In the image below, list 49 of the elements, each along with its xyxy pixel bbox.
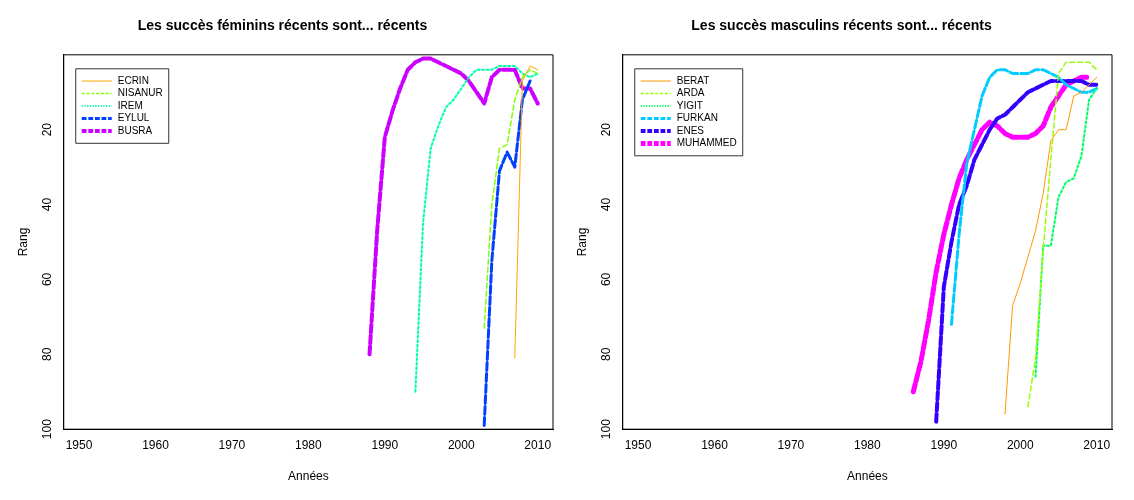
line-series [414,65,539,393]
legend-label: ECRIN [117,74,149,86]
y-tick-label: 100 [40,418,55,440]
legend-label: EYLUL [117,112,150,124]
x-tick-label: 2000 [447,437,475,452]
x-tick-label: 2010 [524,437,552,452]
chart-title: Les succès féminins récents sont... récents [137,17,428,34]
line-series [934,79,1099,424]
legend-label: BUSRA [117,124,153,136]
y-tick-label: 60 [599,272,614,287]
x-tick-label: 1950 [624,437,652,452]
y-tick-label: 80 [599,347,614,361]
line-series [482,79,532,427]
y-tick-label: 40 [40,197,55,212]
legend-label: NISANUR [117,87,163,99]
x-tick-label: 1960 [142,437,170,452]
x-tick-label: 1980 [854,437,882,452]
x-axis-title: Années [847,469,888,484]
y-axis-title: Rang [574,227,589,257]
chart-title: Les succès masculins récents sont... récents [691,17,992,34]
legend-label: ENES [676,124,705,136]
line-series [949,68,1099,326]
y-tick-label: 40 [599,197,614,212]
legend-label: BERAT [676,74,710,86]
y-tick-label: 20 [40,122,55,137]
legend-label: IREM [117,99,143,111]
line-series [483,69,539,329]
x-tick-label: 1980 [295,437,323,452]
y-tick-label: 100 [599,418,614,440]
x-tick-label: 1990 [930,437,958,452]
line-series [367,56,540,357]
y-tick-label: 20 [599,122,614,137]
y-tick-label: 60 [40,272,55,287]
x-tick-label: 1970 [218,437,246,452]
y-axis-title: Rang [15,227,30,257]
x-axis-title: Années [288,469,329,484]
y-tick-label: 80 [40,347,55,361]
legend-label: YIGIT [676,99,703,111]
legend-label: MUHAMMED [676,137,737,149]
x-tick-label: 1970 [777,437,805,452]
x-tick-label: 1990 [371,437,399,452]
x-tick-label: 1960 [701,437,729,452]
line-series [1034,87,1098,378]
x-tick-label: 2000 [1006,437,1034,452]
x-tick-label: 2010 [1083,437,1111,452]
line-series [1027,61,1098,408]
x-tick-label: 1950 [65,437,93,452]
legend-label: ARDA [676,87,705,99]
legend-label: FURKAN [676,112,718,124]
